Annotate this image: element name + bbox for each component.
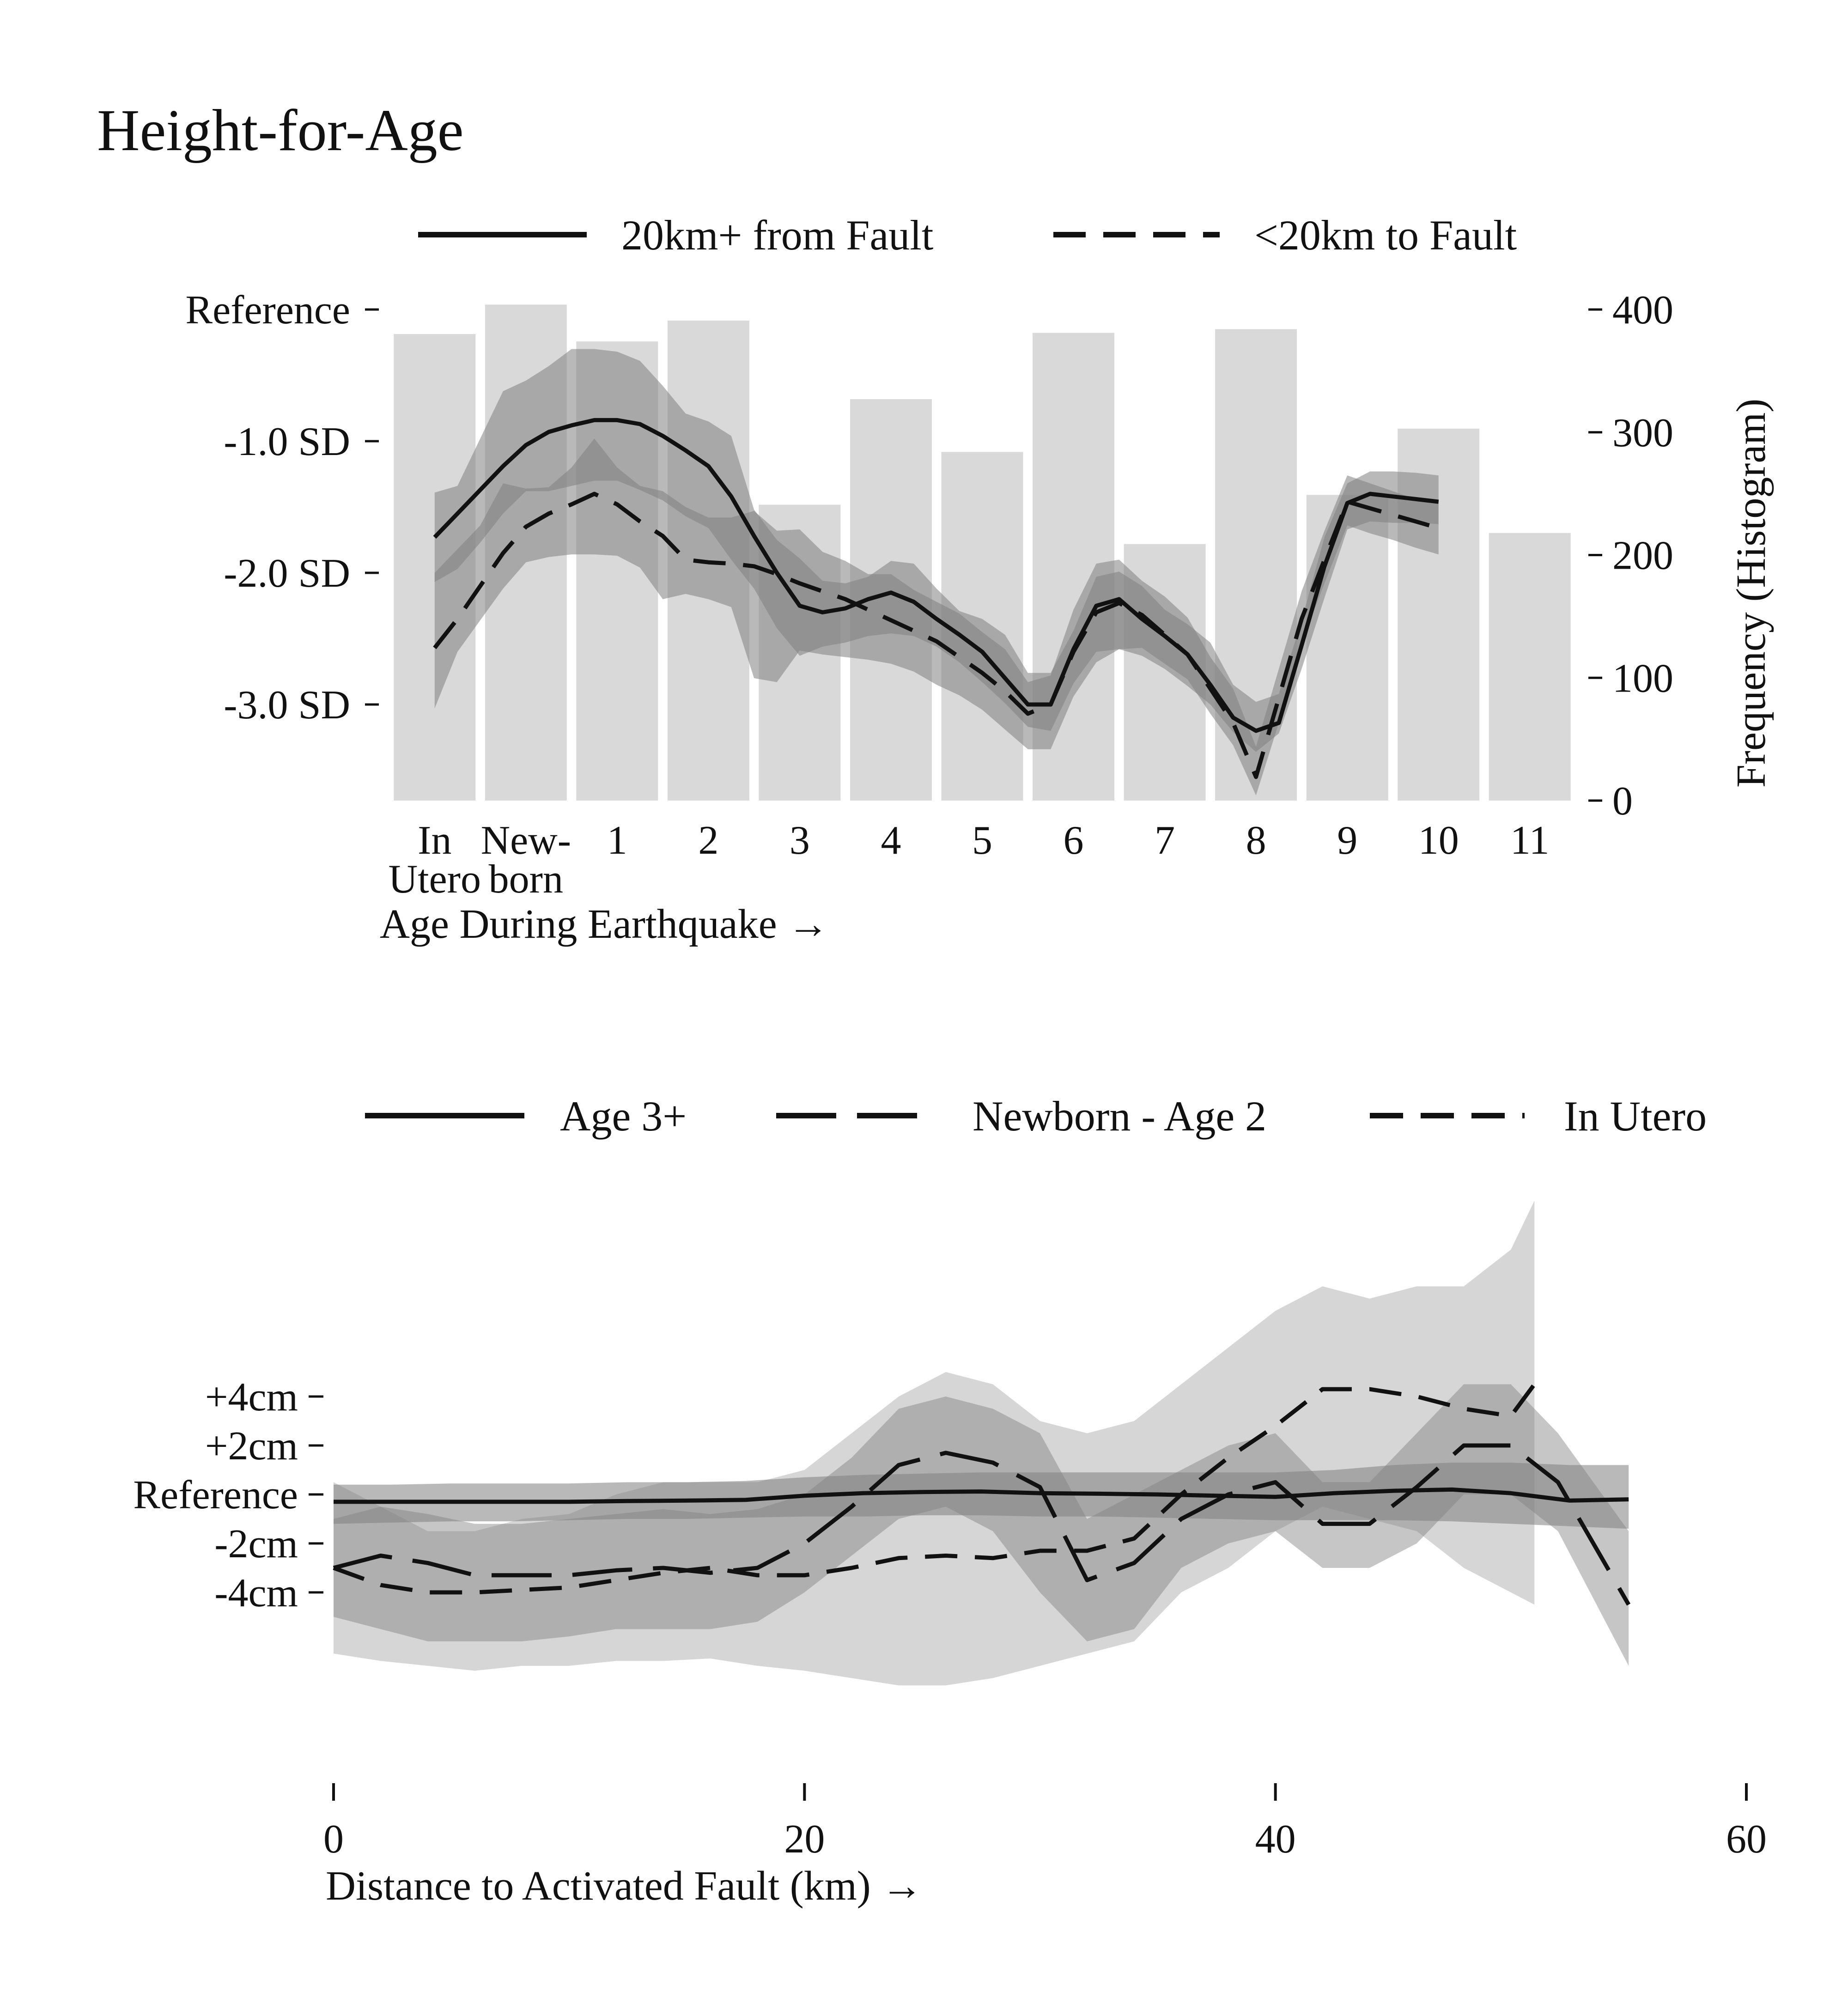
page-title: Height-for-Age [97, 97, 464, 163]
x-tick-label: 0 [323, 1817, 344, 1862]
y-tick-label: Reference [133, 1473, 298, 1518]
x-tick-label-line: Utero [389, 857, 481, 902]
x-tick-label: 20 [784, 1817, 825, 1862]
right-y-axis: 400 300 200 100 0 [1588, 288, 1673, 824]
x-tick-label-line: 5 [972, 818, 992, 863]
x-tick-label-line: 9 [1337, 818, 1357, 863]
x-tick-label: 5 [972, 818, 992, 863]
legend-label: In Utero [1564, 1093, 1707, 1140]
x-axis: 0 20 40 60 [323, 1783, 1767, 1862]
x-tick-label: 10 [1418, 818, 1459, 863]
legend-label: Age 3+ [560, 1093, 687, 1140]
x-tick-label-line: 2 [698, 818, 718, 863]
y-tick-label: 400 [1612, 288, 1673, 333]
x-tick-label: 3 [790, 818, 810, 863]
confidence-band [334, 1463, 1629, 1529]
x-tick-label-line: 8 [1246, 818, 1266, 863]
y-tick-label: 0 [1612, 779, 1633, 824]
series-lines [433, 418, 1439, 779]
series-line [433, 492, 1439, 779]
x-tick-label-line: born [489, 857, 563, 902]
y-tick-label: 200 [1612, 534, 1673, 578]
x-tick-label: 40 [1255, 1817, 1296, 1862]
series-line [333, 1443, 1631, 1606]
x-axis-label: Age During Earthquake → [380, 901, 829, 947]
y-tick-label: -3.0 SD [224, 683, 350, 728]
y-tick-label: +4cm [205, 1375, 298, 1420]
series-line [333, 1383, 1536, 1595]
chart-legend: 20km+ from Fault <20km to Fault [418, 212, 1517, 259]
confidence-bands [334, 1201, 1629, 1686]
y-tick-label: -4cm [214, 1571, 298, 1615]
x-tick-label: 11 [1510, 818, 1550, 863]
y-tick-label: 300 [1612, 411, 1673, 455]
chart-legend: Age 3+ Newborn - Age 2 In Utero [365, 1093, 1707, 1140]
x-tick-label: 4 [881, 818, 901, 863]
y-tick-label: -2cm [214, 1522, 298, 1567]
x-tick-label-line: 10 [1418, 818, 1459, 863]
x-tick-label-line: 4 [881, 818, 901, 863]
x-tick-label: 8 [1246, 818, 1266, 863]
x-tick-label-line: 7 [1155, 818, 1175, 863]
x-tick-label-line: New- [481, 818, 571, 863]
x-tick-label: New-born [481, 818, 571, 902]
y-tick-label: -2.0 SD [224, 551, 350, 596]
x-tick-label-line: 11 [1510, 818, 1550, 863]
left-y-axis: Reference -1.0 SD -2.0 SD -3.0 SD [185, 288, 379, 728]
x-tick-label-line: 6 [1064, 818, 1084, 863]
x-tick-label: 60 [1726, 1817, 1767, 1862]
x-tick-label-line: 1 [607, 818, 627, 863]
histogram-bar [1306, 495, 1388, 801]
x-tick-label-line: 3 [790, 818, 810, 863]
x-axis-label: Distance to Activated Fault (km) → [326, 1863, 923, 1909]
y-tick-label: Reference [185, 288, 350, 333]
x-tick-label: 1 [607, 818, 627, 863]
y-tick-label: 100 [1612, 656, 1673, 701]
x-tick-label-line: In [418, 818, 451, 863]
legend-label: Newborn - Age 2 [973, 1093, 1266, 1140]
y-tick-label: +2cm [205, 1424, 298, 1469]
right-y-axis-label: Frequency (Histogram) [1728, 399, 1774, 788]
y-tick-label: -1.0 SD [224, 419, 350, 464]
x-tick-label: 7 [1155, 818, 1175, 863]
confidence-band [334, 1201, 1535, 1686]
x-tick-label: In Utero [389, 818, 481, 902]
height-for-age-by-age-chart: Reference -1.0 SD -2.0 SD -3.0 SD 400 300 200… [185, 212, 1774, 947]
legend-label: <20km to Fault [1254, 212, 1517, 259]
x-tick-label: 6 [1064, 818, 1084, 863]
x-tick-label: 9 [1337, 818, 1357, 863]
series-lines [333, 1383, 1631, 1606]
legend-label: 20km+ from Fault [621, 212, 934, 259]
confidence-band [334, 1384, 1629, 1666]
histogram-bar [1489, 533, 1571, 801]
x-tick-label: 2 [698, 818, 718, 863]
